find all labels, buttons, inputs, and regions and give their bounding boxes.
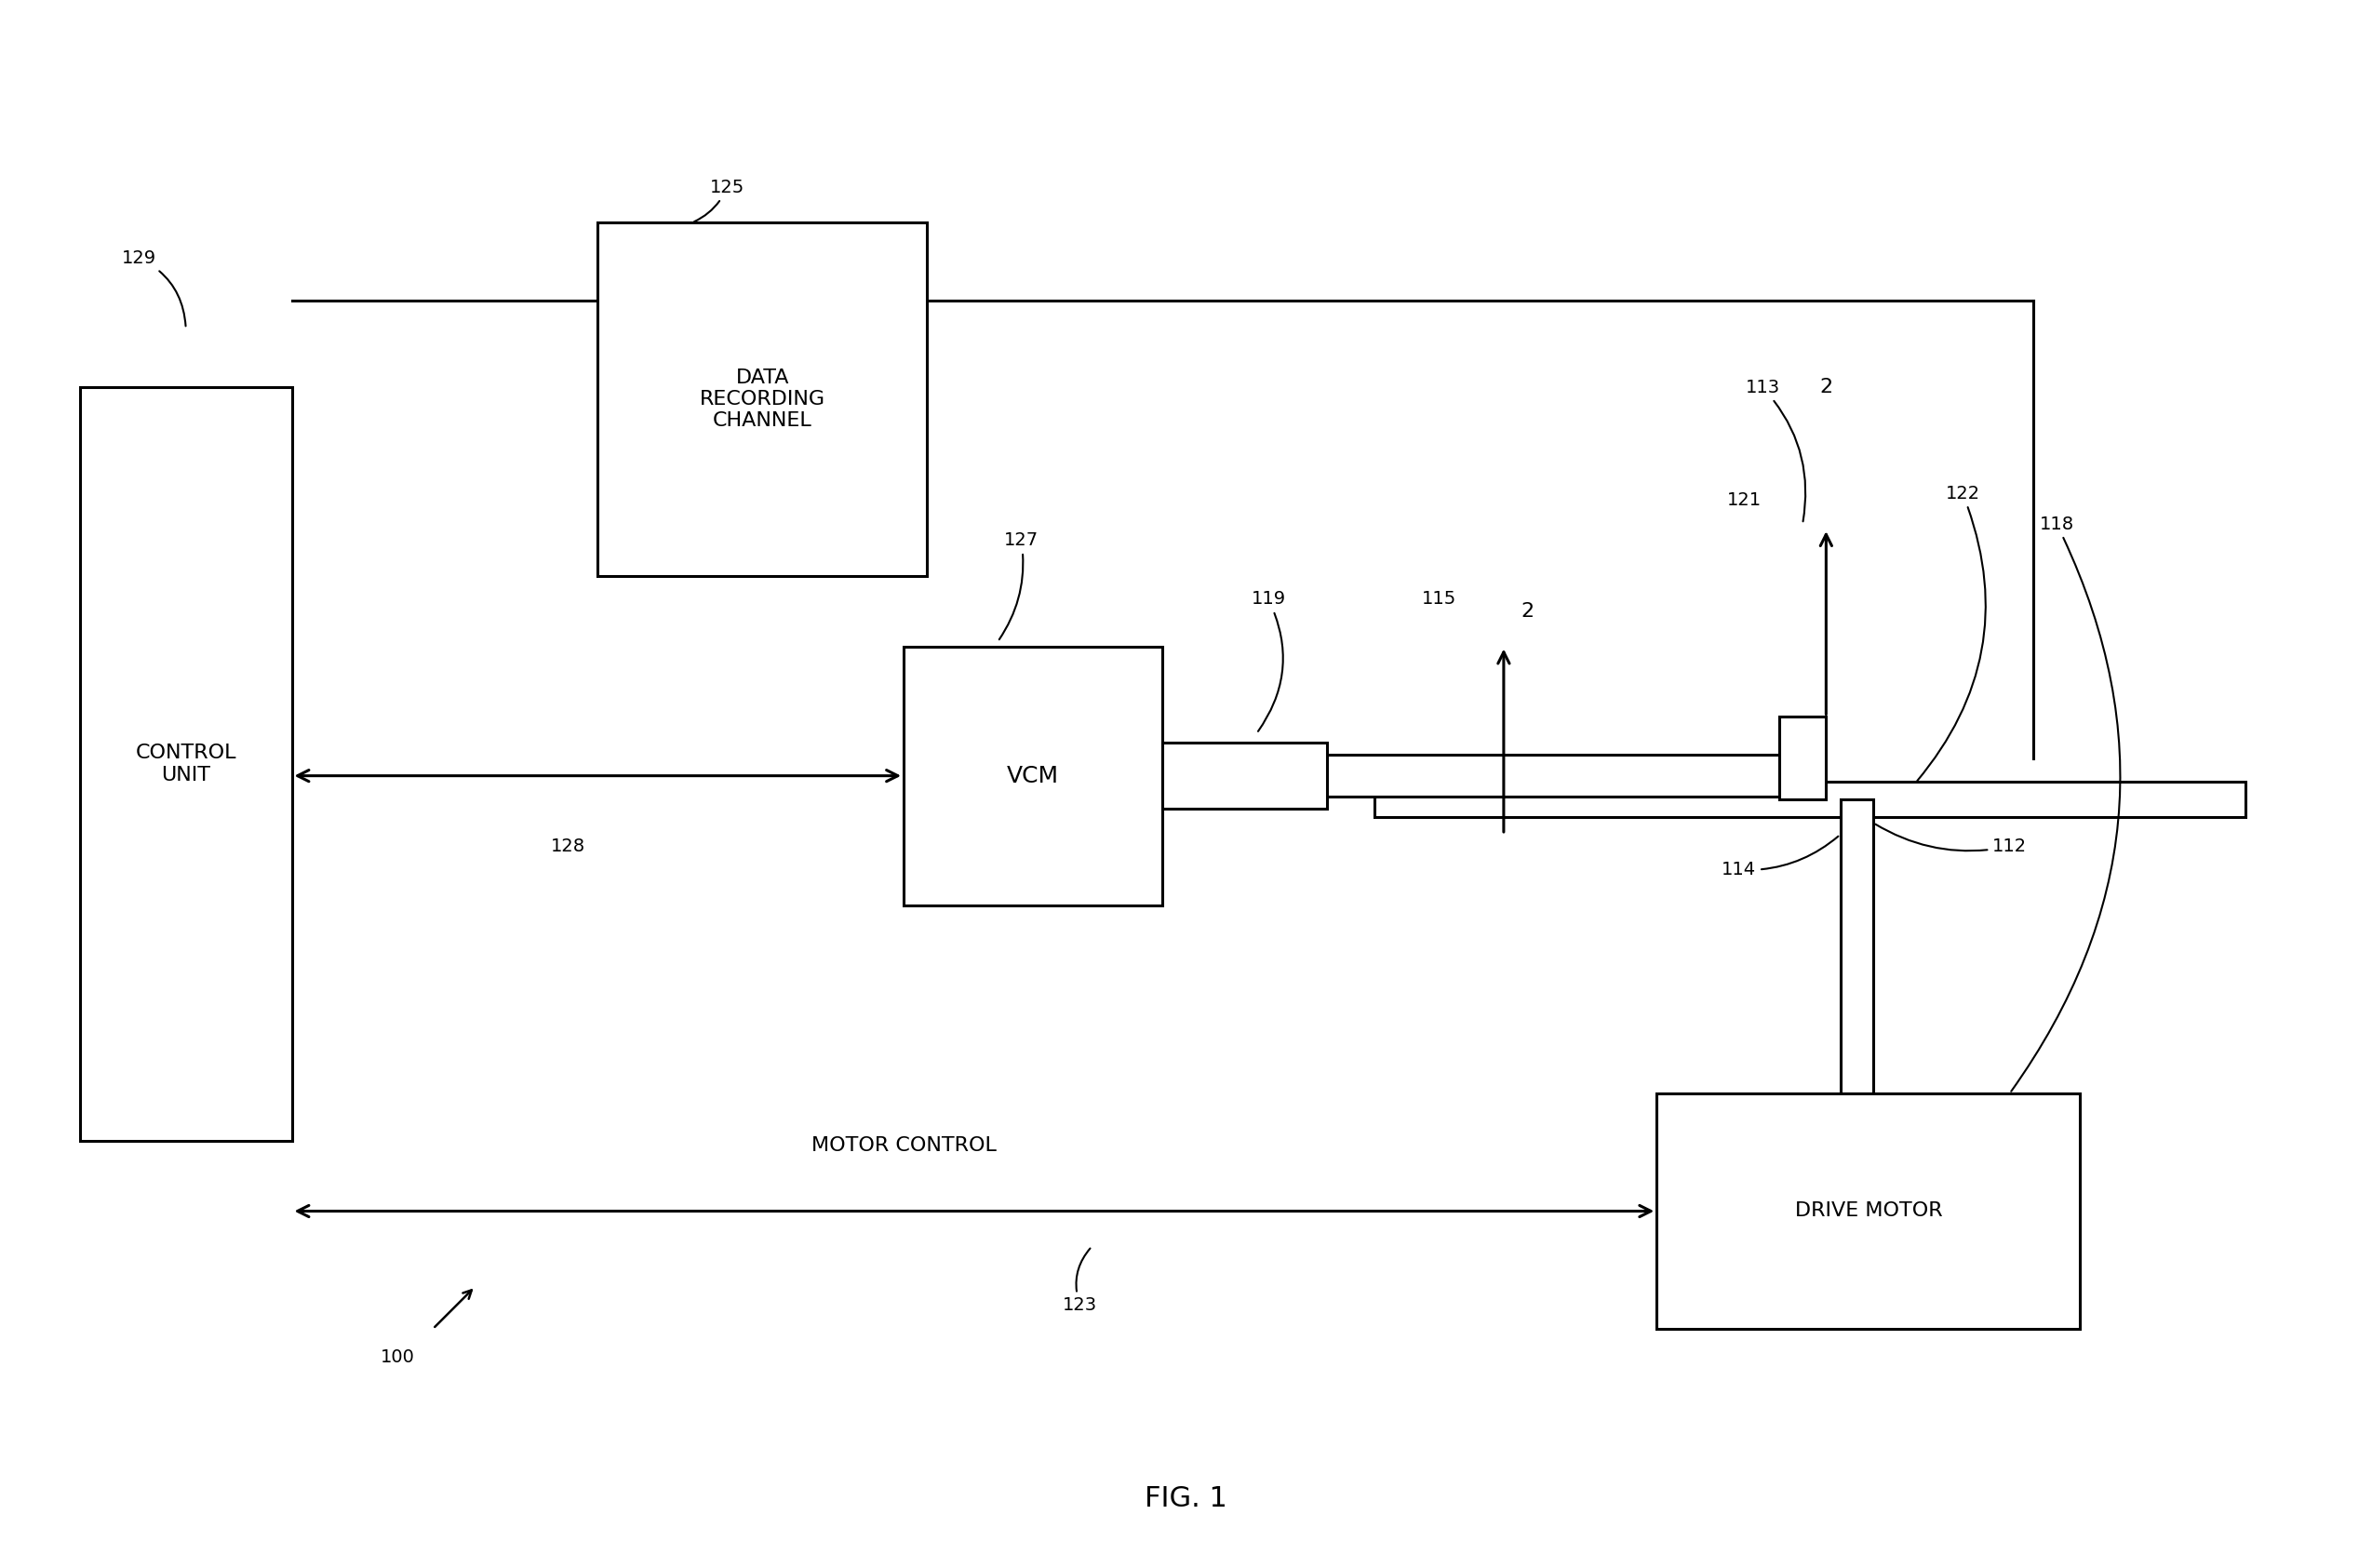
Text: 112: 112: [1876, 825, 2028, 855]
Text: DATA
RECORDING
CHANNEL: DATA RECORDING CHANNEL: [700, 368, 825, 430]
Text: MOTOR CONTROL: MOTOR CONTROL: [811, 1135, 996, 1154]
Bar: [1162, 743, 1328, 809]
Text: 125: 125: [695, 179, 745, 221]
Bar: [81, 387, 292, 1140]
Text: 2: 2: [1520, 602, 1535, 621]
Text: 100: 100: [380, 1348, 415, 1366]
Text: 129: 129: [121, 249, 185, 326]
Text: FIG. 1: FIG. 1: [1146, 1485, 1226, 1512]
Text: VCM: VCM: [1008, 765, 1060, 787]
Text: 113: 113: [1746, 378, 1805, 522]
Bar: [1162, 754, 1786, 797]
Bar: [904, 646, 1162, 905]
Bar: [1373, 781, 2244, 817]
Text: DRIVE MOTOR: DRIVE MOTOR: [1796, 1201, 1943, 1220]
Bar: [1841, 800, 1874, 1093]
Text: 127: 127: [999, 532, 1039, 640]
Bar: [598, 223, 927, 575]
Text: 128: 128: [550, 837, 586, 855]
Text: 121: 121: [1727, 492, 1762, 510]
Bar: [1779, 717, 1826, 800]
Text: 115: 115: [1421, 591, 1456, 608]
Text: CONTROL
UNIT: CONTROL UNIT: [135, 743, 237, 784]
Text: 123: 123: [1063, 1248, 1098, 1314]
Text: 122: 122: [1917, 485, 1985, 781]
Text: 114: 114: [1722, 836, 1838, 878]
Text: 118: 118: [2011, 516, 2121, 1091]
Text: 119: 119: [1250, 591, 1286, 731]
Text: 2: 2: [1819, 378, 1834, 397]
Bar: [1656, 1093, 2080, 1328]
